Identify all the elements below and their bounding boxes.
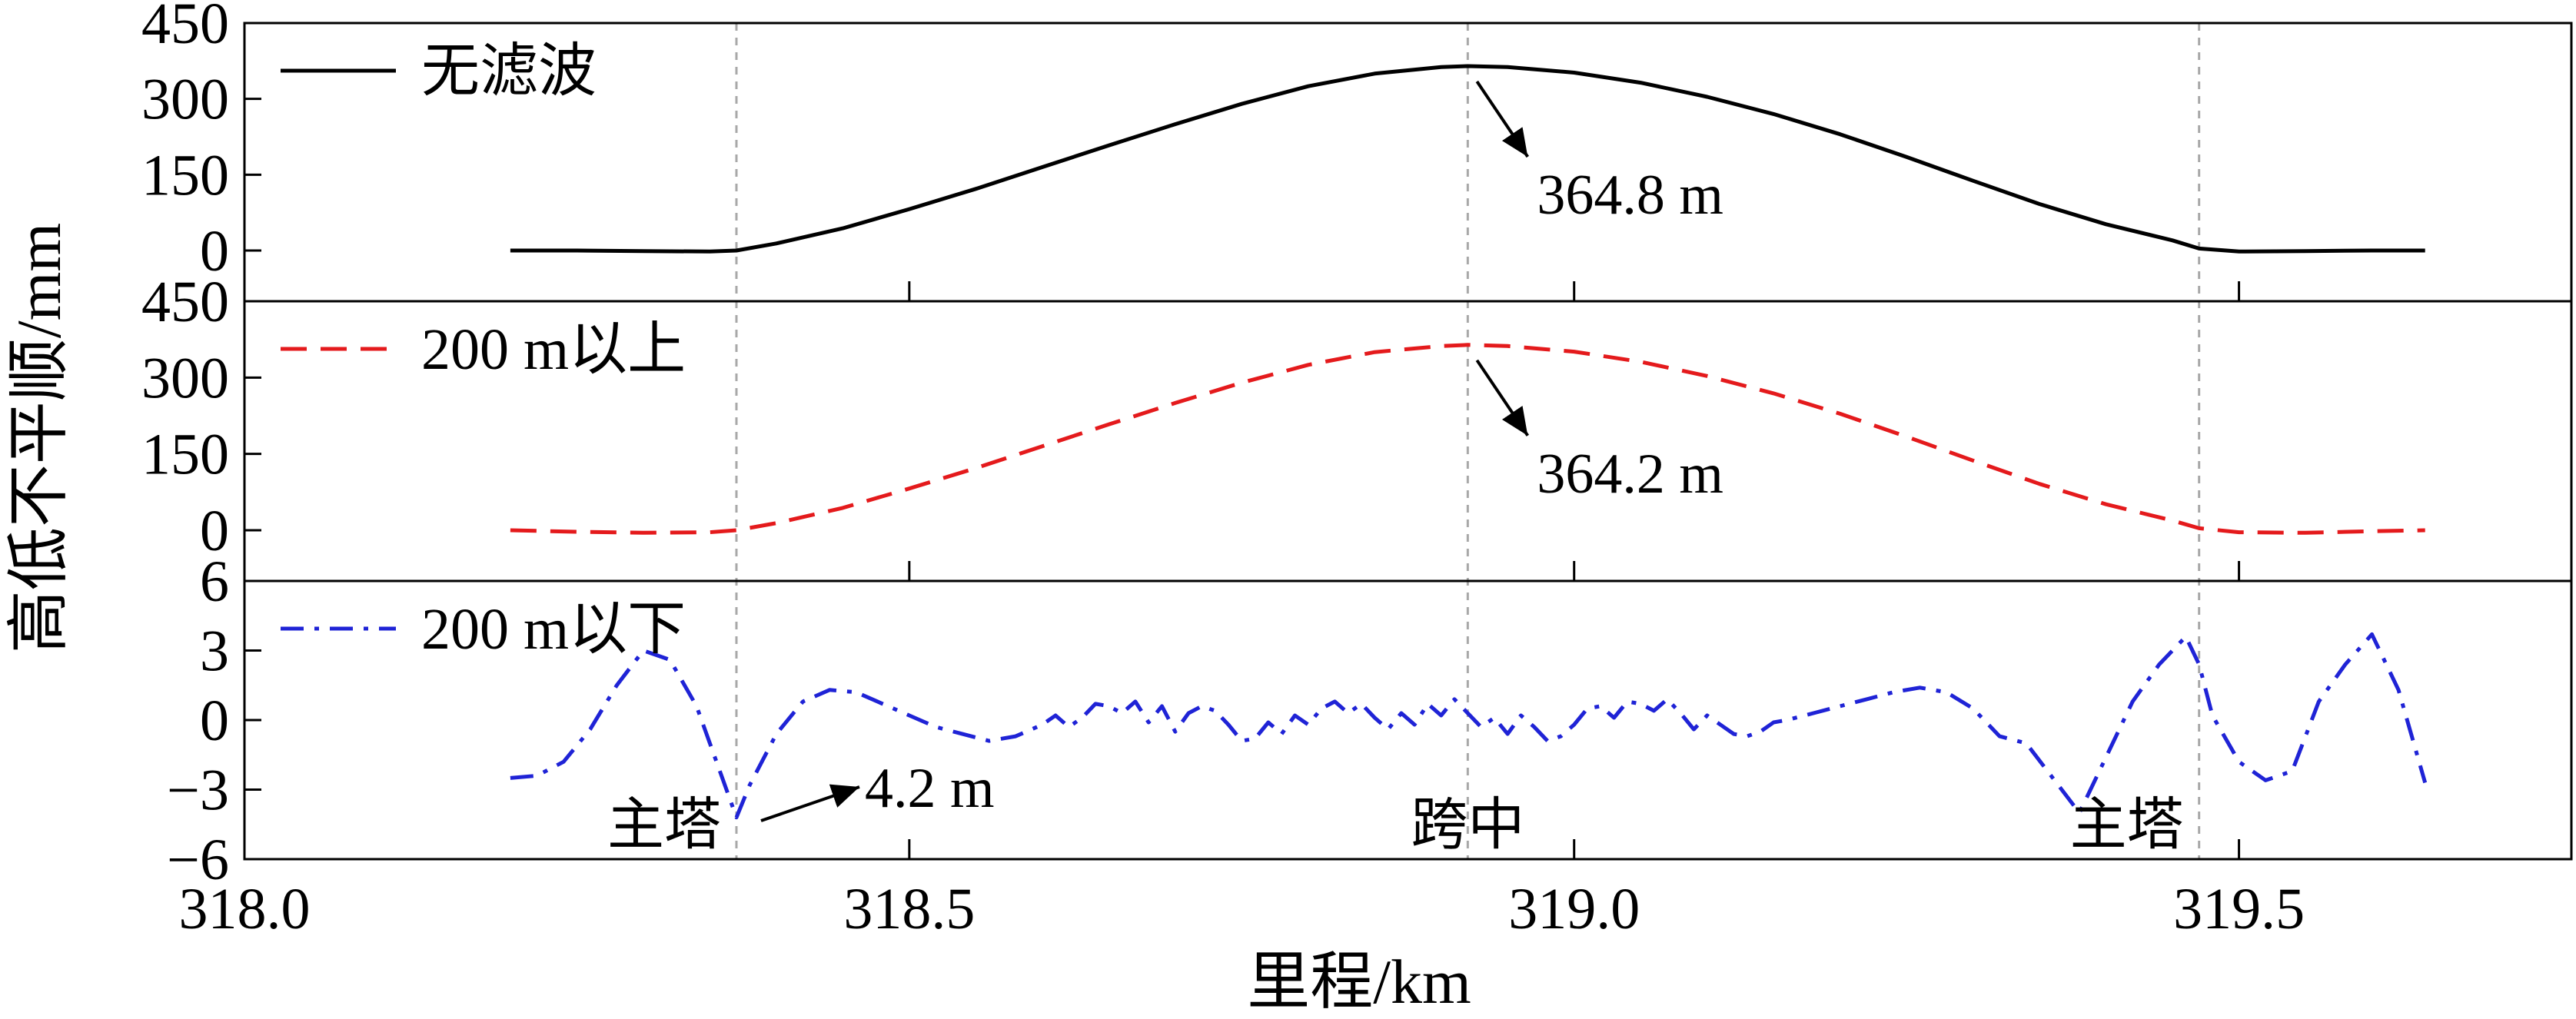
y-tick-label: 450	[141, 270, 229, 334]
y-tick-label: 150	[141, 143, 229, 207]
annotation-arrow	[760, 784, 860, 822]
annotation-label: 4.2 m	[865, 757, 995, 820]
x-tick-label: 319.5	[2173, 877, 2305, 941]
reference-label: 主塔	[2070, 794, 2184, 857]
y-tick-label: 150	[141, 423, 229, 487]
y-tick-label: 0	[200, 689, 229, 753]
legend-label: 无滤波	[421, 39, 597, 104]
reference-label: 跨中	[1411, 794, 1524, 857]
y-tick-label: −6	[167, 828, 229, 892]
legend-label: 200 m以上	[421, 317, 686, 382]
y-axis-title: 高低不平顺/mm	[4, 223, 74, 653]
x-tick-label: 318.0	[179, 877, 311, 941]
annotation-label: 364.2 m	[1537, 443, 1723, 506]
y-tick-label: 0	[200, 499, 229, 563]
legend-label: 200 m以下	[421, 597, 686, 662]
x-axis-title: 里程/km	[1247, 947, 1471, 1017]
series-line-3	[510, 632, 2428, 820]
reference-label: 主塔	[607, 794, 721, 857]
y-tick-label: 3	[200, 619, 229, 684]
y-tick-label: 300	[141, 346, 229, 410]
annotation-label: 364.8 m	[1537, 164, 1723, 227]
y-tick-label: 300	[141, 68, 229, 132]
y-tick-label: 6	[200, 549, 229, 614]
series-line-1	[510, 64, 2425, 254]
y-tick-label: 450	[141, 0, 229, 56]
series-line-2	[510, 343, 2425, 535]
annotation-arrow	[1475, 359, 1529, 436]
annotation-arrow	[1475, 80, 1529, 158]
x-tick-label: 318.5	[843, 877, 975, 941]
y-tick-label: 0	[200, 219, 229, 284]
y-tick-label: −3	[167, 758, 229, 823]
x-tick-label: 319.0	[1508, 877, 1640, 941]
